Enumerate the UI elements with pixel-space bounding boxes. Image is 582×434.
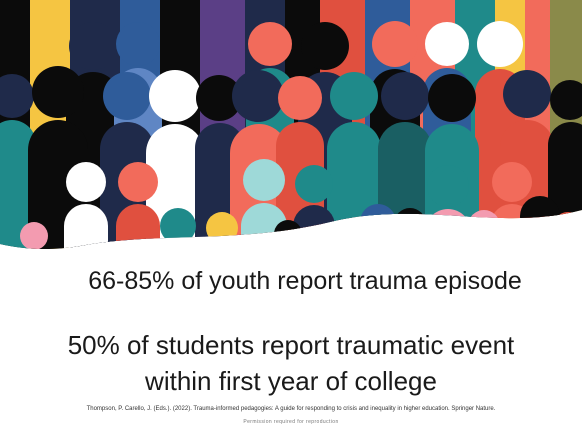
statistic-youth-trauma: 66-85% of youth report trauma episode	[88, 267, 522, 295]
crowd-illustration	[0, 0, 582, 250]
person-icon	[116, 162, 160, 250]
person-icon	[378, 72, 432, 250]
statistic-students-trauma: 50% of students report traumatic event w…	[0, 327, 582, 399]
statistic-line-1: 50% of students report traumatic event	[67, 330, 515, 360]
statistic-line-2: within first year of college	[145, 366, 437, 396]
person-icon	[64, 162, 108, 250]
person-icon	[327, 72, 381, 250]
person-icon	[548, 80, 582, 250]
citation: Thompson, P. Carello, J. (Eds.). (2022).…	[86, 406, 496, 412]
permission-notice: Permission required for reproduction	[243, 419, 339, 425]
person-icon	[293, 165, 335, 250]
